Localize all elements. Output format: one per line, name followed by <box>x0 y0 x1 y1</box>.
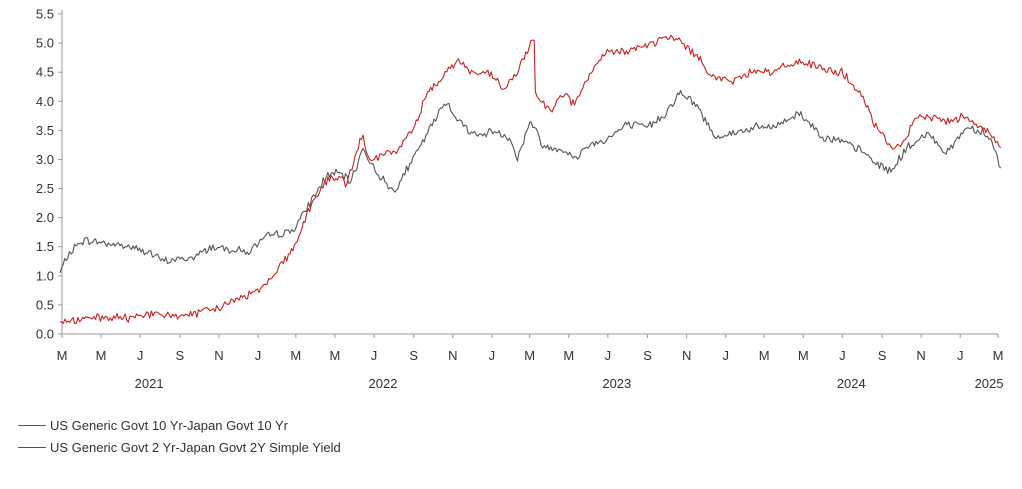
x-year-label: 2024 <box>837 376 866 391</box>
x-tick-label: J <box>722 348 729 363</box>
x-tick-label: M <box>57 348 68 363</box>
x-tick-label: J <box>839 348 846 363</box>
y-axis: 0.0 0.5 1.0 1.5 2.0 2.5 3.0 3.5 4.0 4.5 5.0 5.5 <box>36 7 63 342</box>
x-tick-label: J <box>137 348 144 363</box>
x-tick-label: S <box>878 348 887 363</box>
y-tick-label: 0.0 <box>36 327 54 342</box>
x-year-label: 2021 <box>135 376 164 391</box>
x-tick-label: N <box>448 348 457 363</box>
x-tick-label: J <box>957 348 964 363</box>
y-tick-label: 0.5 <box>36 297 54 312</box>
x-tick-label: M <box>96 348 107 363</box>
x-tick-label: M <box>524 348 535 363</box>
y-tick-label: 1.5 <box>36 239 54 254</box>
x-tick-label: M <box>798 348 809 363</box>
chart-legend: US Generic Govt 10 Yr-Japan Govt 10 Yr U… <box>18 414 341 458</box>
series-line-10y-spread <box>59 89 1002 274</box>
x-tick-label: M <box>290 348 301 363</box>
x-tick-label: M <box>759 348 770 363</box>
legend-label-2y-spread: US Generic Govt 2 Yr-Japan Govt 2Y Simpl… <box>50 439 341 455</box>
legend-swatch-red <box>18 446 46 448</box>
x-tick-label: J <box>371 348 378 363</box>
x-tick-label: N <box>214 348 223 363</box>
x-tick-label: M <box>329 348 340 363</box>
x-year-label: 2025 <box>975 376 1004 391</box>
y-tick-label: 3.5 <box>36 123 54 138</box>
legend-item-10y-spread: US Generic Govt 10 Yr-Japan Govt 10 Yr <box>18 414 341 436</box>
x-year-label: 2022 <box>369 376 398 391</box>
y-tick-label: 3.0 <box>36 152 54 167</box>
y-tick-label: 2.5 <box>36 181 54 196</box>
series-layer <box>59 34 1002 325</box>
x-tick-label: J <box>605 348 612 363</box>
y-tick-label: 4.5 <box>36 65 54 80</box>
series-line-2y-spread <box>59 34 1002 325</box>
x-tick-label: S <box>176 348 185 363</box>
x-tick-label: M <box>563 348 574 363</box>
x-axis: M M J S N J M M J S N J M M J S N J M M J S N J M 2021 2022 2023 202… <box>57 333 1004 391</box>
x-tick-label: N <box>682 348 691 363</box>
y-tick-label: 2.0 <box>36 210 54 225</box>
x-tick-label: S <box>643 348 652 363</box>
y-tick-label: 5.0 <box>36 36 54 51</box>
y-tick-label: 1.0 <box>36 268 54 283</box>
y-tick-label: 5.5 <box>36 7 54 22</box>
legend-label-10y-spread: US Generic Govt 10 Yr-Japan Govt 10 Yr <box>50 417 288 433</box>
x-tick-label: S <box>409 348 418 363</box>
x-tick-label: M <box>993 348 1004 363</box>
legend-swatch-gray <box>18 424 46 426</box>
x-year-label: 2023 <box>602 376 631 391</box>
legend-item-2y-spread: US Generic Govt 2 Yr-Japan Govt 2Y Simpl… <box>18 436 341 458</box>
line-chart: 0.0 0.5 1.0 1.5 2.0 2.5 3.0 3.5 4.0 4.5 5.0 5.5 M M J… <box>36 7 1004 392</box>
x-tick-label: J <box>489 348 496 363</box>
x-tick-label: N <box>916 348 925 363</box>
y-tick-label: 4.0 <box>36 94 54 109</box>
x-tick-label: J <box>255 348 262 363</box>
